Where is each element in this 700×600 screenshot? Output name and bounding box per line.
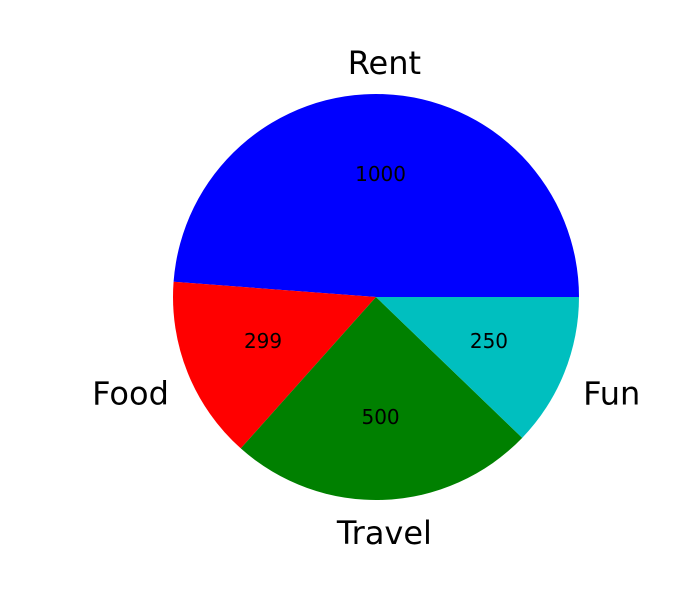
value-label-rent: 1000: [355, 162, 406, 186]
pie-labels: Rent 1000 Food 299 Travel 500 Fun 250: [92, 44, 640, 552]
value-label-food: 299: [244, 329, 282, 353]
value-label-fun: 250: [470, 329, 508, 353]
pie-slice-rent: [173, 94, 579, 298]
pie-slice-food: [173, 281, 376, 449]
slice-label-rent: Rent: [348, 44, 421, 82]
pie-slices: [173, 94, 579, 501]
pie-slice-travel: [240, 297, 523, 501]
value-label-travel: 500: [361, 405, 399, 429]
slice-label-travel: Travel: [336, 514, 432, 552]
pie-slice-fun: [376, 297, 579, 438]
slice-label-fun: Fun: [583, 375, 640, 413]
slice-label-food: Food: [92, 375, 169, 413]
